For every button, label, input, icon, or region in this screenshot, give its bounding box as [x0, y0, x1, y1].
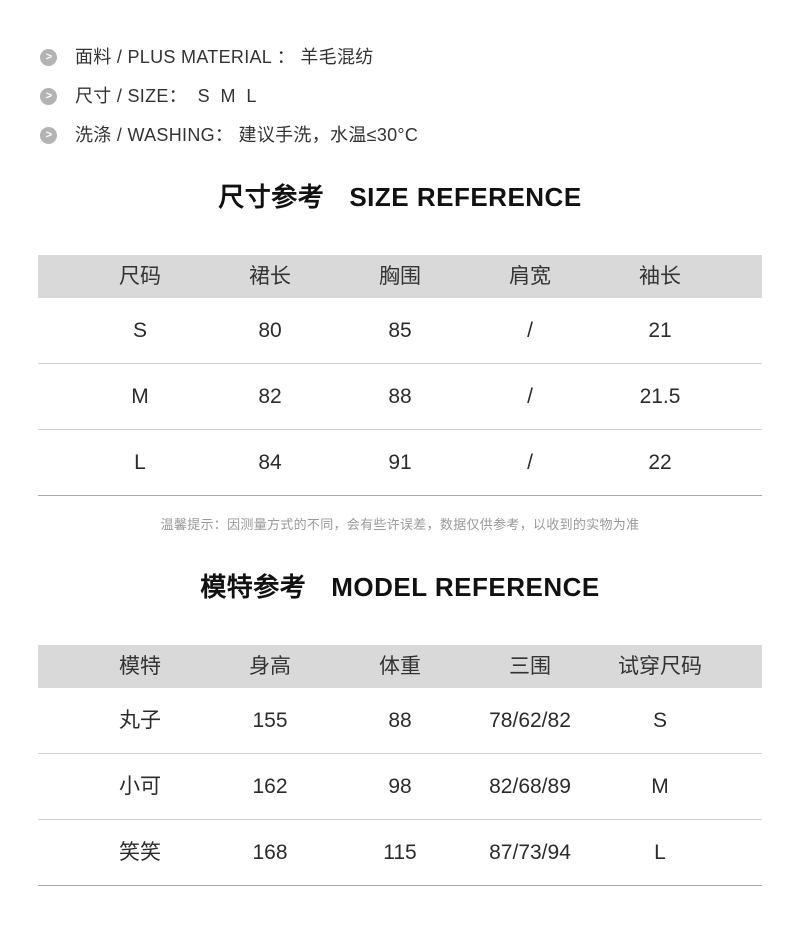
model-table-row-3: 笑笑 168 115 87/73/94 L: [38, 820, 762, 886]
chevron-right-bullet-icon: >: [40, 127, 57, 144]
size-cell: M: [131, 385, 149, 408]
skirt-length-cell: 82: [258, 385, 282, 408]
sleeve-cell: 22: [648, 451, 672, 474]
product-attributes-list: > 面料 / PLUS MATERIAL ： 羊毛混纺 > 尺寸 / SIZE：…: [0, 0, 800, 145]
measurements-cell: 78/62/82: [489, 709, 571, 732]
size-table-row-m: M 82 88 / 21.5: [38, 364, 762, 430]
model-table-header-model: 模特: [119, 655, 161, 678]
attribute-material-text: 面料 / PLUS MATERIAL ： 羊毛混纺: [75, 47, 374, 67]
size-table-header-shoulder: 肩宽: [509, 265, 551, 288]
attribute-washing-text: 洗涤 / WASHING： 建议手洗，水温≤30°C: [75, 125, 419, 145]
bust-cell: 88: [388, 385, 412, 408]
fit-size-cell: L: [654, 841, 666, 864]
model-reference-title: 模特参考 MODEL REFERENCE: [0, 572, 800, 602]
size-table-header-sleeve: 袖长: [639, 265, 681, 288]
measurement-disclaimer-note: 温馨提示：因测量方式的不同，会有些许误差，数据仅供参考，以收到的实物为准: [160, 517, 640, 532]
model-table-row-2: 小可 162 98 82/68/89 M: [38, 754, 762, 820]
size-reference-title-cn: 尺寸参考: [218, 182, 325, 212]
attribute-item-material: > 面料 / PLUS MATERIAL ： 羊毛混纺: [40, 48, 800, 67]
size-table-header-skirt-length: 裙长: [249, 265, 291, 288]
height-cell: 162: [252, 775, 288, 798]
height-cell: 168: [252, 841, 288, 864]
model-table-header-measurements: 三围: [509, 655, 551, 678]
sleeve-cell: 21: [648, 319, 672, 342]
model-table-header-fit-size: 试穿尺码: [618, 655, 702, 678]
measurements-cell: 87/73/94: [489, 841, 571, 864]
model-table-header-height: 身高: [249, 655, 291, 678]
model-name-cell: 笑笑: [119, 841, 161, 864]
measurements-cell: 82/68/89: [489, 775, 571, 798]
size-cell: L: [134, 451, 146, 474]
attribute-item-washing: > 洗涤 / WASHING： 建议手洗，水温≤30°C: [40, 126, 800, 145]
size-table-header-bust: 胸围: [379, 265, 421, 288]
size-table-header-row: 尺码 裙长 胸围 肩宽 袖长: [38, 255, 762, 298]
size-cell: S: [132, 319, 147, 342]
shoulder-cell: /: [527, 319, 533, 342]
skirt-length-cell: 84: [258, 451, 282, 474]
model-name-cell: 小可: [119, 775, 161, 798]
size-table-row-s: S 80 85 / 21: [38, 298, 762, 364]
fit-size-cell: M: [651, 775, 669, 798]
model-table: 模特 身高 体重 三围 试穿尺码 丸子 155 88 78/62/82 S 小可…: [38, 645, 762, 886]
bust-cell: 85: [388, 319, 412, 342]
model-reference-title-cn: 模特参考: [200, 572, 307, 602]
size-reference-title-en: SIZE REFERENCE: [349, 182, 582, 212]
fit-size-cell: S: [652, 709, 667, 732]
weight-cell: 88: [388, 709, 412, 732]
skirt-length-cell: 80: [258, 319, 282, 342]
size-table: 尺码 裙长 胸围 肩宽 袖长 S 80 85 / 21 M 82 88 / 21…: [38, 255, 762, 496]
model-table-header-row: 模特 身高 体重 三围 试穿尺码: [38, 645, 762, 688]
attribute-item-size: > 尺寸 / SIZE： S M L: [40, 87, 800, 106]
attribute-size-text: 尺寸 / SIZE： S M L: [75, 86, 257, 106]
bust-cell: 91: [388, 451, 412, 474]
chevron-right-bullet-icon: >: [40, 88, 57, 105]
model-table-row-1: 丸子 155 88 78/62/82 S: [38, 688, 762, 754]
weight-cell: 98: [388, 775, 412, 798]
shoulder-cell: /: [527, 451, 533, 474]
chevron-right-bullet-icon: >: [40, 49, 57, 66]
model-reference-title-en: MODEL REFERENCE: [331, 572, 600, 602]
sleeve-cell: 21.5: [639, 385, 681, 408]
shoulder-cell: /: [527, 385, 533, 408]
height-cell: 155: [252, 709, 288, 732]
size-table-row-l: L 84 91 / 22: [38, 430, 762, 496]
size-table-header-size: 尺码: [119, 265, 161, 288]
model-table-header-weight: 体重: [379, 655, 421, 678]
weight-cell: 115: [383, 841, 417, 864]
size-reference-title: 尺寸参考 SIZE REFERENCE: [0, 182, 800, 212]
model-name-cell: 丸子: [119, 709, 161, 732]
